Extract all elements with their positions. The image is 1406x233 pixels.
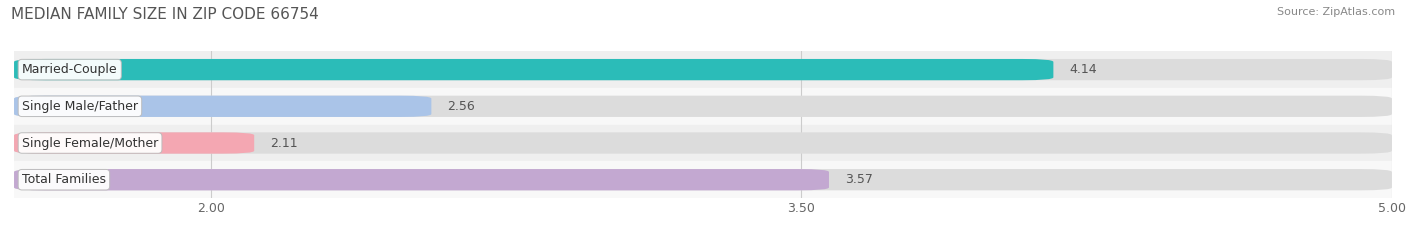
Text: Married-Couple: Married-Couple	[22, 63, 118, 76]
Text: 2.56: 2.56	[447, 100, 475, 113]
Bar	[14, 161, 1392, 198]
FancyBboxPatch shape	[14, 169, 830, 190]
FancyBboxPatch shape	[14, 132, 254, 154]
Text: 3.57: 3.57	[845, 173, 873, 186]
Bar	[14, 51, 1392, 88]
FancyBboxPatch shape	[14, 169, 1392, 190]
FancyBboxPatch shape	[14, 96, 432, 117]
Text: Source: ZipAtlas.com: Source: ZipAtlas.com	[1277, 7, 1395, 17]
Text: 4.14: 4.14	[1069, 63, 1097, 76]
Text: 2.11: 2.11	[270, 137, 298, 150]
Bar	[14, 88, 1392, 125]
FancyBboxPatch shape	[14, 59, 1392, 80]
Bar	[14, 125, 1392, 161]
Text: Single Male/Father: Single Male/Father	[22, 100, 138, 113]
FancyBboxPatch shape	[14, 132, 1392, 154]
Text: Total Families: Total Families	[22, 173, 105, 186]
Text: Single Female/Mother: Single Female/Mother	[22, 137, 159, 150]
FancyBboxPatch shape	[14, 59, 1053, 80]
FancyBboxPatch shape	[14, 96, 1392, 117]
Text: MEDIAN FAMILY SIZE IN ZIP CODE 66754: MEDIAN FAMILY SIZE IN ZIP CODE 66754	[11, 7, 319, 22]
